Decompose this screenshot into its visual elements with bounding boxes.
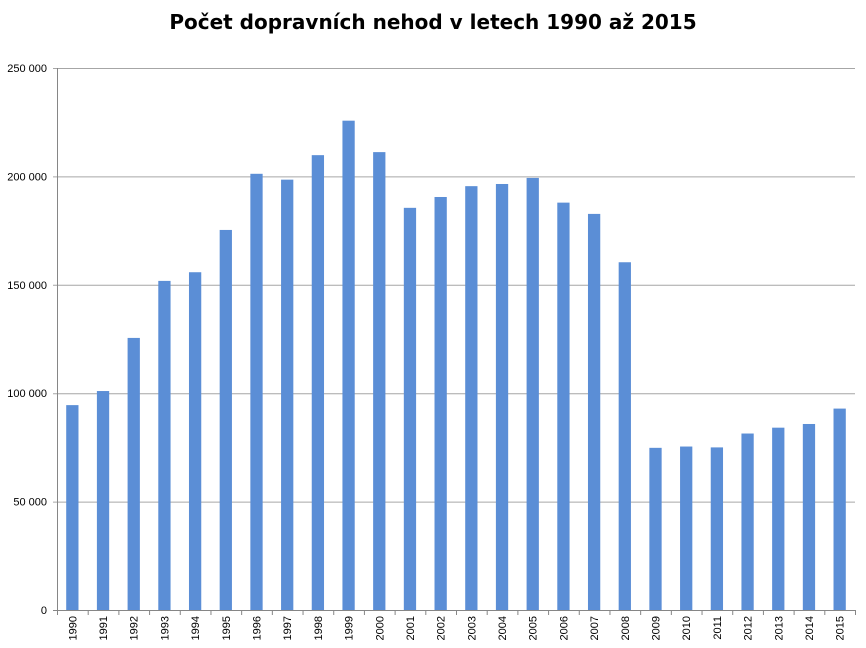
bar — [495, 183, 509, 610]
y-tick-label: 0 — [41, 605, 47, 617]
bar — [649, 447, 662, 610]
x-tick-label: 2015 — [835, 616, 847, 640]
bar — [96, 391, 110, 610]
x-tick-label: 2011 — [712, 616, 724, 640]
x-tick-label: 2006 — [558, 616, 570, 640]
bar — [281, 179, 294, 611]
x-tick-label: 2014 — [804, 616, 816, 640]
y-tick-label: 200 000 — [7, 171, 47, 183]
bar — [373, 152, 386, 610]
x-tick-label: 2008 — [620, 616, 632, 640]
bar — [802, 423, 816, 610]
bars — [66, 120, 846, 611]
bar — [833, 408, 846, 610]
bar — [66, 405, 79, 610]
bar — [158, 280, 171, 610]
x-tick-label: 1991 — [98, 616, 110, 640]
bar — [618, 262, 631, 610]
bar — [557, 202, 570, 610]
x-tick-label: 2013 — [773, 616, 785, 640]
y-tick-label: 100 000 — [7, 388, 47, 400]
x-tick-label: 1990 — [67, 616, 79, 640]
x-tick-label: 2005 — [528, 616, 540, 640]
bar — [772, 427, 785, 610]
y-tick-label: 50 000 — [13, 497, 47, 509]
x-tick-label: 1994 — [190, 616, 202, 640]
bar — [342, 120, 355, 610]
bar — [219, 229, 232, 611]
x-axis: 1990 1991 1992 1993 1994 1995 1996 1997 1998 1999… — [67, 610, 856, 640]
bar — [311, 155, 325, 610]
x-tick-label: 2009 — [651, 616, 663, 640]
x-tick-label: 1999 — [344, 616, 356, 640]
x-tick-label: 2003 — [466, 616, 478, 640]
y-axis: 0 50 000 100 000 150 000 200 000 250 000 — [7, 63, 58, 617]
bar — [250, 173, 263, 610]
y-tick-label: 250 000 — [7, 63, 47, 75]
x-tick-label: 2002 — [436, 616, 448, 640]
bar — [188, 272, 202, 610]
x-tick-label: 2001 — [405, 616, 417, 640]
bar — [127, 337, 140, 610]
bar — [465, 186, 478, 610]
bar — [741, 433, 754, 610]
bar — [434, 196, 447, 610]
x-tick-label: 2010 — [681, 616, 693, 640]
x-tick-label: 1996 — [252, 616, 264, 640]
x-tick-label: 2004 — [497, 616, 509, 640]
y-tick-label: 150 000 — [7, 280, 47, 292]
x-tick-label: 2000 — [374, 616, 386, 640]
x-tick-label: 1995 — [221, 616, 233, 640]
bar — [680, 446, 693, 610]
x-tick-label: 2007 — [589, 616, 601, 640]
x-tick-label: 2012 — [743, 616, 755, 640]
x-tick-label: 1998 — [313, 616, 325, 640]
gridlines — [53, 68, 855, 611]
x-tick-label: 1993 — [159, 616, 171, 640]
bar — [403, 207, 417, 610]
x-tick-label: 1992 — [129, 616, 141, 640]
x-tick-label: 1997 — [282, 616, 294, 640]
bar — [526, 177, 539, 610]
bar — [587, 213, 601, 610]
chart-title: Počet dopravních nehod v letech 1990 až … — [169, 10, 697, 34]
bar — [710, 447, 724, 610]
